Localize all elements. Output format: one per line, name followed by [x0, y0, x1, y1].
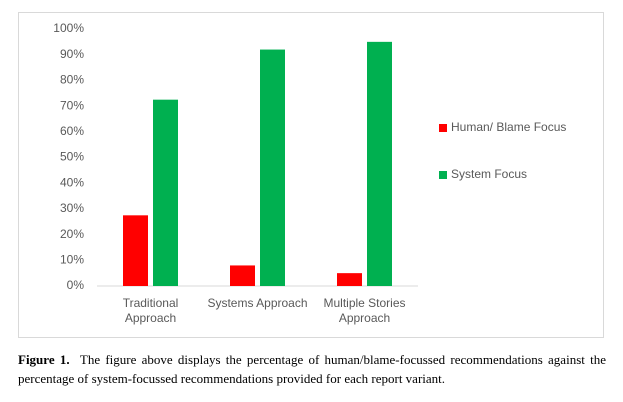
y-tick-label: 70% — [60, 98, 84, 112]
caption: Figure 1. The figure above displays the … — [18, 350, 606, 388]
bar — [230, 265, 255, 286]
bar — [123, 215, 148, 286]
x-tick-label: Traditional Approach — [122, 296, 179, 325]
y-tick-label: 10% — [60, 252, 84, 266]
y-tick-label: 80% — [60, 73, 84, 87]
y-tick-label: 0% — [67, 278, 85, 292]
caption-text: The figure above displays the percentage… — [18, 352, 606, 386]
legend-label: Human/ Blame Focus — [451, 120, 566, 134]
chart-border — [18, 12, 604, 338]
y-tick-label: 30% — [60, 201, 84, 215]
bar — [260, 49, 285, 287]
bar — [153, 99, 178, 286]
bar — [337, 273, 362, 286]
y-tick-label: 40% — [60, 175, 84, 189]
legend-label: System Focus — [451, 167, 527, 181]
y-tick-label: 100% — [53, 21, 84, 35]
y-tick-label: 50% — [60, 150, 84, 164]
y-tick-label: 60% — [60, 124, 84, 138]
caption-label: Figure 1. — [18, 352, 70, 367]
x-tick-label: Systems Approach — [207, 296, 308, 310]
x-tick-label: Multiple Stories Approach — [323, 296, 406, 325]
bar — [367, 41, 392, 286]
y-tick-label: 90% — [60, 47, 84, 61]
chart: 0% 10% 20% 30% 40% 50% 60% 70% 80% 90% 100% Human/ … — [18, 12, 604, 338]
legend-marker — [439, 171, 447, 179]
y-tick-label: 20% — [60, 227, 84, 241]
legend-marker — [439, 124, 447, 132]
